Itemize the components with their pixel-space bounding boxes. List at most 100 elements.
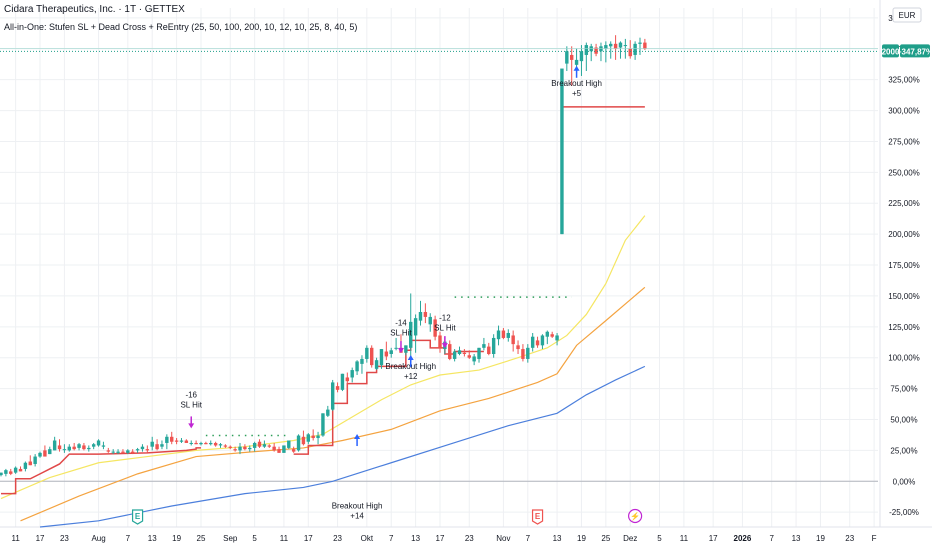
candle-body — [218, 444, 223, 446]
candle-body — [228, 446, 232, 448]
candle-body — [0, 472, 3, 476]
x-tick-label: 23 — [333, 534, 342, 543]
candle-body — [511, 335, 515, 345]
indicator-legend[interactable]: All-in-One: Stufen SL + Dead Cross + ReE… — [4, 22, 358, 32]
candle-body — [384, 351, 389, 357]
y-tick-label: 75,00% — [890, 385, 917, 394]
candle-body — [452, 351, 457, 359]
candle-body — [121, 451, 125, 453]
candle-body — [67, 446, 71, 451]
y-tick-label: 225,00% — [888, 199, 920, 208]
candle-body — [262, 444, 267, 447]
candle-body — [87, 447, 91, 450]
y-tick-label: 200,00% — [888, 230, 920, 239]
y-tick-label: 25,00% — [890, 446, 917, 455]
candle-body — [140, 446, 145, 450]
candle-body — [252, 442, 257, 448]
candle-body — [379, 349, 384, 366]
sma-orange-line — [20, 286, 646, 522]
candle-body — [555, 335, 559, 341]
breakout-arrow-icon — [573, 65, 580, 71]
candle-body — [194, 442, 198, 445]
time-axis[interactable]: 11 17 23 Aug 7 13 19 25 Sep 5 11 17 23 Okt 7 13 17 23 Nov 7… — [11, 534, 876, 543]
candle-body — [199, 442, 203, 445]
candle-body — [487, 346, 491, 354]
x-tick-label: Aug — [91, 534, 105, 543]
candle-body — [174, 440, 179, 442]
x-tick-label: 23 — [60, 534, 69, 543]
candle-body — [248, 447, 252, 450]
x-tick-label: Nov — [496, 534, 510, 543]
candle-body — [9, 471, 13, 474]
price-axis[interactable]: -25,00% 0,00% 25,00% 50,00% 75,00% 100,00% 125… — [888, 14, 920, 517]
candle-body — [62, 449, 67, 451]
x-tick-label: 13 — [148, 534, 157, 543]
moving-averages — [0, 215, 646, 528]
candle-body — [516, 345, 520, 350]
candle-body — [330, 382, 335, 410]
candle-body — [296, 435, 301, 451]
candle-body — [530, 336, 535, 348]
candle-body — [628, 48, 632, 57]
sl-hit-arrow-icon — [188, 423, 195, 429]
candle-body — [106, 450, 111, 452]
candle-body — [623, 45, 628, 47]
candle-body — [213, 442, 218, 446]
candle-body — [155, 444, 159, 450]
candle-body — [145, 449, 150, 451]
candle-body — [540, 335, 545, 346]
x-tick-label: 19 — [577, 534, 586, 543]
y-tick-label: 0,00% — [893, 477, 916, 486]
candle-body — [365, 347, 369, 359]
x-tick-label: 13 — [553, 534, 562, 543]
candle-body — [428, 316, 432, 325]
candle-body — [101, 445, 106, 447]
chart-title: Cidara Therapeutics, Inc. · 1T · GETTEX — [4, 4, 185, 15]
candle-body — [277, 449, 281, 453]
x-tick-label: 2026 — [734, 534, 752, 543]
level-badge-text: 2000 — [882, 47, 900, 56]
candle-body — [28, 461, 32, 466]
level-badge — [882, 44, 899, 58]
x-tick-label: 17 — [709, 534, 718, 543]
x-tick-label: 23 — [845, 534, 854, 543]
candle-body — [374, 360, 379, 369]
candle-body — [135, 449, 140, 451]
x-tick-label: 25 — [197, 534, 206, 543]
x-tick-label: 19 — [172, 534, 181, 543]
candle-body — [204, 442, 208, 445]
candle-body — [48, 449, 52, 455]
grid-lines — [0, 8, 878, 527]
x-tick-label: 17 — [36, 534, 45, 543]
event-markers[interactable]: E E ⚡ — [131, 508, 643, 525]
y-tick-label: 150,00% — [888, 292, 920, 301]
candle-body — [13, 467, 18, 473]
annotation-label: SL Hit — [180, 400, 202, 409]
annotation-label: -16 — [185, 390, 197, 399]
sl-hit-arrow-icon — [397, 348, 404, 354]
price-badges: 2000+347,87% — [882, 44, 932, 58]
candle-body — [618, 42, 623, 48]
candle-body — [18, 468, 23, 472]
x-tick-label: 11 — [11, 534, 20, 543]
candle-body — [272, 446, 276, 451]
y-tick-label: 250,00% — [888, 168, 920, 177]
candle-body — [82, 445, 86, 450]
annotation-label: +14 — [350, 511, 364, 520]
candle-body — [150, 441, 154, 447]
y-tick-label: 275,00% — [888, 137, 920, 146]
candle-body — [238, 446, 242, 451]
candlesticks[interactable] — [0, 35, 647, 477]
candle-body — [43, 450, 47, 457]
x-tick-label: 13 — [411, 534, 420, 543]
x-tick-label: Okt — [361, 534, 374, 543]
candle-body — [130, 451, 135, 453]
candle-body — [545, 331, 550, 337]
candle-body — [4, 470, 8, 474]
candle-body — [326, 409, 330, 416]
currency-selector[interactable]: EUR — [892, 7, 922, 23]
annotation-label: SL Hit — [390, 329, 412, 338]
candle-body — [438, 335, 442, 348]
earnings-icon — [131, 509, 144, 525]
